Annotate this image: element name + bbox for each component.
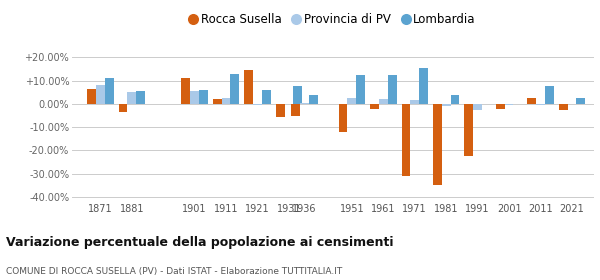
Bar [559,104,568,110]
Bar [496,104,505,109]
Bar [181,78,190,104]
Bar [370,104,379,109]
Bar [527,98,536,104]
Bar [300,103,309,104]
Bar [577,98,585,104]
Text: COMUNE DI ROCCA SUSELLA (PV) - Dati ISTAT - Elaborazione TUTTITALIA.IT: COMUNE DI ROCCA SUSELLA (PV) - Dati ISTA… [6,267,342,276]
Bar [419,68,428,104]
Bar [213,99,221,104]
Bar [347,98,356,104]
Bar [473,104,482,110]
Bar [199,90,208,104]
Bar [379,99,388,104]
Bar [464,104,473,156]
Bar [276,104,284,117]
Bar [505,104,514,105]
Bar [221,98,230,104]
Bar [293,87,302,104]
Legend: Rocca Susella, Provincia di PV, Lombardia: Rocca Susella, Provincia di PV, Lombardi… [188,11,478,29]
Bar [190,91,199,104]
Bar [292,104,300,116]
Bar [410,101,419,104]
Bar [87,89,96,104]
Bar [545,87,554,104]
Bar [253,104,262,105]
Bar [127,92,136,104]
Bar [309,95,318,104]
Bar [388,75,397,104]
Text: Variazione percentuale della popolazione ai censimenti: Variazione percentuale della popolazione… [6,236,394,249]
Bar [536,104,545,105]
Bar [105,78,113,104]
Bar [262,90,271,104]
Bar [442,104,451,106]
Bar [230,74,239,104]
Bar [433,104,442,185]
Bar [338,104,347,132]
Bar [401,104,410,176]
Bar [356,75,365,104]
Bar [96,85,105,104]
Bar [119,104,127,112]
Bar [136,91,145,104]
Bar [451,95,460,104]
Bar [244,70,253,104]
